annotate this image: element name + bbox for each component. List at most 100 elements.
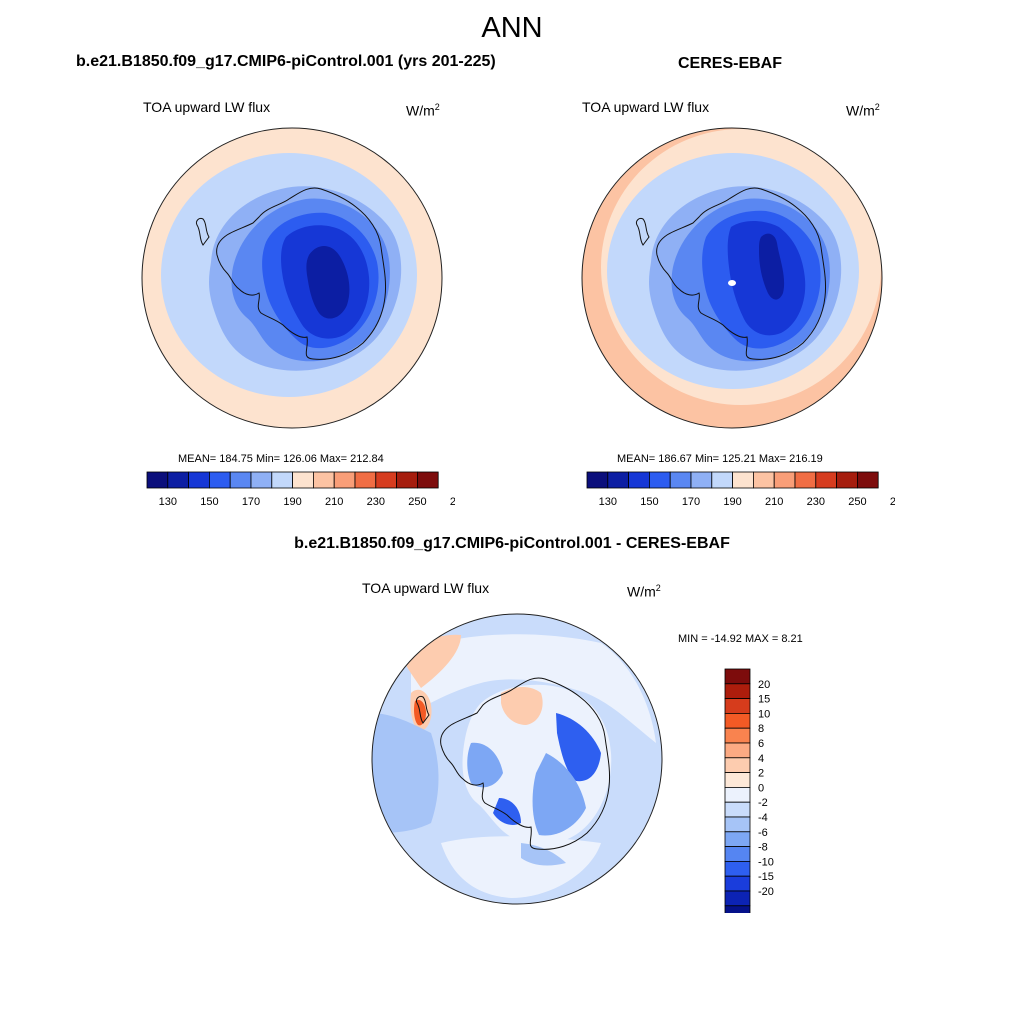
diff-stats: MIN = -14.92 MAX = 8.21	[678, 633, 803, 645]
obs-colorbar-box	[669, 471, 692, 489]
diff-panel-title: b.e21.B1850.f09_g17.CMIP6-piControl.001 …	[294, 535, 730, 552]
diff-colorbar-tick-label: 2	[758, 768, 764, 780]
obs-colorbar-box	[607, 471, 629, 489]
diff-colorbar-box	[724, 668, 751, 685]
model-colorbar-box	[312, 471, 335, 489]
model-colorbar-box	[188, 471, 210, 489]
model-panel-title: b.e21.B1850.f09_g17.CMIP6-piControl.001 …	[76, 53, 496, 70]
obs-units-label: W/m2	[846, 102, 880, 119]
obs-field-core	[759, 233, 785, 300]
diff-colorbar-box	[724, 816, 751, 833]
obs-colorbar-box	[690, 471, 713, 489]
diff-colorbar-box	[724, 742, 751, 759]
model-colorbar-box	[271, 471, 294, 489]
obs-colorbar-boxes	[586, 471, 879, 489]
model-colorbar-tick-label: 210	[325, 496, 343, 508]
model-colorbar-tick-label: 130	[159, 496, 177, 508]
diff-colorbar-tick-label: 10	[758, 708, 770, 720]
obs-colorbar-box	[815, 471, 838, 489]
diff-colorbar-tick-label: -6	[758, 827, 768, 839]
figure-title: ANN	[481, 12, 543, 44]
model-colorbar-box	[375, 471, 398, 489]
obs-colorbar-box	[732, 471, 754, 489]
model-colorbar-box	[354, 471, 377, 489]
model-colorbar-box	[229, 471, 252, 489]
obs-colorbar-box	[649, 471, 671, 489]
model-colorbar-boxes	[146, 471, 439, 489]
diff-colorbar-boxes	[724, 668, 751, 913]
model-colorbar-box	[416, 471, 439, 489]
diff-colorbar-box	[724, 860, 751, 877]
obs-polar-map	[581, 127, 883, 429]
diff-peninsula	[416, 696, 430, 724]
obs-colorbar-box	[628, 471, 650, 489]
obs-colorbar-tick-label: 150	[640, 496, 658, 508]
diff-colorbar-tick-label: 4	[758, 753, 764, 765]
diff-field-warm-ice	[501, 687, 543, 725]
model-colorbar-box	[396, 471, 418, 489]
diff-colorbar-box	[724, 713, 751, 729]
diff-colorbar-tick-label: 20	[758, 679, 770, 691]
obs-panel-title: CERES-EBAF	[678, 55, 783, 72]
model-colorbar-tick-label: 270	[450, 496, 455, 508]
diff-colorbar-tick-label: 6	[758, 738, 764, 750]
diff-coastline	[440, 677, 610, 850]
diff-colorbar-box	[724, 801, 751, 818]
model-colorbar-tick-label: 170	[242, 496, 260, 508]
diff-colorbar-box	[724, 698, 751, 714]
obs-colorbar-box	[752, 471, 775, 489]
obs-colorbar-box	[836, 471, 858, 489]
obs-variable-label: TOA upward LW flux	[582, 99, 710, 115]
obs-peninsula	[636, 218, 650, 246]
obs-stats: MEAN= 186.67 Min= 125.21 Max= 216.19	[617, 453, 823, 465]
model-colorbar-tick-label: 250	[408, 496, 426, 508]
diff-field-mid-west	[467, 742, 503, 788]
diff-colorbar-tick-label: -8	[758, 842, 768, 854]
model-colorbar: 130 150 170 190 210 230 250 270	[146, 471, 455, 508]
model-colorbar-tick-label: 150	[200, 496, 218, 508]
diff-colorbar-box	[724, 772, 751, 788]
model-stats: MEAN= 184.75 Min= 126.06 Max= 212.84	[178, 453, 384, 465]
diff-colorbar-tick-label: -15	[758, 871, 774, 883]
diff-colorbar-box	[724, 757, 751, 774]
diff-colorbar-tick-label: -10	[758, 856, 774, 868]
diff-colorbar-box	[724, 683, 751, 700]
diff-colorbar-tick-label: 0	[758, 782, 764, 794]
model-colorbar-box	[250, 471, 273, 489]
obs-colorbar-box	[711, 471, 734, 489]
diff-colorbar-box	[724, 727, 751, 744]
obs-colorbar-tick-label: 250	[848, 496, 866, 508]
diff-field-neutral-bottom	[441, 836, 601, 898]
diff-colorbar-tick-label: 15	[758, 694, 770, 706]
obs-colorbar-box	[794, 471, 817, 489]
model-units-label: W/m2	[406, 102, 440, 119]
diff-units-label: W/m2	[627, 583, 661, 600]
diff-colorbar-box	[724, 787, 751, 803]
model-colorbar-ticks: 130 150 170 190 210 230 250 270	[159, 496, 455, 508]
model-colorbar-box	[167, 471, 189, 489]
diff-colorbar-box	[724, 890, 751, 907]
obs-colorbar-tick-label: 190	[723, 496, 741, 508]
diff-colorbar-box	[724, 875, 751, 892]
obs-colorbar-ticks: 130 150 170 190 210 230 250 270	[599, 496, 895, 508]
obs-colorbar-box	[773, 471, 796, 489]
diff-field-neutral-top	[411, 634, 656, 743]
model-peninsula	[196, 218, 210, 246]
model-variable-label: TOA upward LW flux	[143, 99, 271, 115]
diff-colorbar-tick-label: 8	[758, 723, 764, 735]
diff-colorbar-box	[724, 831, 751, 848]
obs-colorbar-tick-label: 210	[765, 496, 783, 508]
model-colorbar-tick-label: 230	[367, 496, 385, 508]
diff-field-weak-west	[372, 713, 439, 833]
diff-field-strong-ross	[493, 798, 521, 825]
diff-polar-map	[371, 613, 663, 905]
diff-field-strong-east	[556, 713, 601, 782]
model-coastline	[216, 187, 386, 360]
diff-field-weak-south	[521, 843, 566, 866]
obs-colorbar-tick-label: 270	[890, 496, 895, 508]
obs-colorbar-tick-label: 130	[599, 496, 617, 508]
obs-colorbar-tick-label: 170	[682, 496, 700, 508]
diff-colorbar-box	[724, 905, 751, 913]
model-colorbar-tick-label: 190	[283, 496, 301, 508]
